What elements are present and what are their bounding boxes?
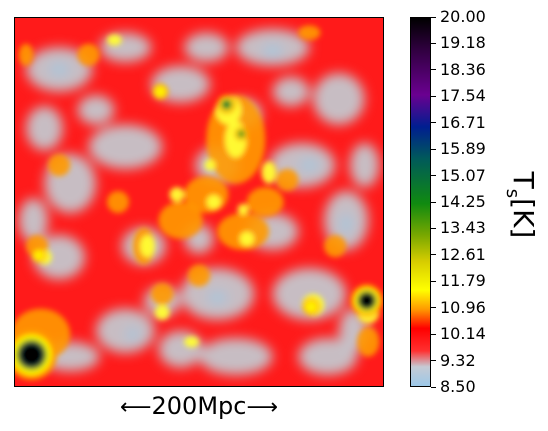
hot-spot-ring — [359, 293, 375, 308]
colorbar-tick-label: 10.96 — [440, 297, 486, 317]
cool-patch — [298, 338, 358, 375]
colorbar-tick-label: 19.18 — [440, 33, 486, 53]
hot-patch — [140, 235, 155, 258]
colorbar-tick — [431, 69, 436, 71]
cool-patch — [99, 32, 152, 63]
colorbar-tick — [431, 175, 436, 177]
warm-patch — [48, 154, 71, 177]
hot-patch — [206, 194, 222, 210]
warm-patch — [276, 168, 299, 191]
colorbar-tick-label: 13.43 — [440, 218, 486, 238]
warm-source — [306, 302, 317, 312]
cool-patch — [88, 124, 163, 169]
warm-patch — [77, 43, 100, 66]
warm-source — [34, 251, 43, 260]
hot-patch — [184, 336, 199, 348]
cool-patch — [26, 106, 63, 151]
colorbar-tick-label: 9.32 — [440, 350, 476, 370]
warm-patch — [298, 25, 321, 41]
colorbar-tick — [431, 307, 436, 309]
cool-patch — [272, 76, 310, 107]
colorbar-tick — [431, 280, 436, 282]
cold-patch — [261, 43, 284, 59]
colorbar-tick — [431, 227, 436, 229]
hot-patch — [239, 231, 255, 247]
colorbar-tick — [431, 201, 436, 203]
warm-patch — [151, 282, 174, 306]
warm-source — [155, 87, 165, 97]
colorbar-tick — [431, 360, 436, 362]
colorbar-tick-label: 16.71 — [440, 112, 486, 132]
hot-patch — [204, 159, 216, 171]
cool-patch — [199, 338, 273, 375]
brightness-temperature-map — [14, 17, 384, 387]
hot-patch — [154, 305, 170, 320]
warm-source — [237, 130, 245, 138]
hot-patch — [107, 34, 122, 46]
cold-patch — [338, 213, 354, 236]
cool-patch — [272, 268, 347, 320]
warm-regions — [15, 25, 383, 380]
colorbar-tick-label: 11.79 — [440, 271, 486, 291]
cold-patch — [206, 290, 229, 306]
colorbar-tick-label: 17.54 — [440, 86, 486, 106]
warm-patch — [217, 213, 269, 250]
colorbar — [410, 17, 431, 387]
colorbar-tick-label: 18.36 — [440, 59, 486, 79]
colorbar-tick — [431, 254, 436, 256]
colorbar-tick — [431, 16, 436, 18]
cool-patch — [95, 308, 155, 353]
cool-patch — [349, 143, 380, 188]
colorbar-tick — [431, 148, 436, 150]
cool-patch — [77, 95, 115, 125]
colorbar-tick-label: 8.50 — [440, 377, 476, 396]
colorbar-label: Ts[K] — [496, 170, 546, 240]
cold-patch — [125, 327, 141, 342]
hot-patch — [261, 161, 277, 184]
colorbar-tick-label: 15.89 — [440, 139, 486, 159]
colorbar-tick — [431, 122, 436, 124]
cold-patch — [48, 62, 71, 77]
colorbar-tick-label: 10.14 — [440, 324, 486, 344]
hot-patch — [237, 203, 249, 215]
cool-patch — [158, 330, 203, 368]
colorbar-tick-label: 20.00 — [440, 7, 486, 26]
scale-left-arrow: ⟵ — [119, 395, 152, 420]
warm-patch — [324, 235, 347, 258]
warm-source — [221, 99, 232, 110]
colorbar-tick — [431, 95, 436, 97]
colorbar-label-unit: [K] — [506, 198, 540, 239]
cold-patch — [298, 157, 321, 173]
hot-patch — [169, 187, 185, 202]
colorbar-tick — [431, 386, 436, 388]
warm-patch — [187, 264, 211, 287]
heatmap-canvas — [15, 18, 383, 386]
cool-patch — [313, 73, 365, 125]
colorbar-tick-label: 14.25 — [440, 192, 486, 211]
colorbar-tick — [431, 42, 436, 44]
cool-patch — [184, 32, 229, 63]
warm-patch — [158, 202, 203, 239]
colorbar-label-main: T — [506, 171, 540, 189]
scale-bar-text: 200Mpc — [151, 392, 247, 420]
colorbar-label-sub: s — [502, 188, 524, 199]
warm-patch — [18, 43, 34, 66]
scale-right-arrow: ⟶ — [246, 395, 279, 420]
warm-patch — [107, 190, 130, 214]
hot-spot-ring — [20, 343, 43, 366]
colorbar-tick-label: 12.61 — [440, 244, 486, 264]
warm-patch — [246, 187, 284, 217]
warm-patch — [357, 327, 380, 357]
scale-bar: ⟵200Mpc⟶ — [14, 389, 384, 425]
colorbar-tick-label: 15.07 — [440, 165, 486, 185]
colorbar-tick — [431, 333, 436, 335]
cool-patch — [18, 198, 49, 243]
